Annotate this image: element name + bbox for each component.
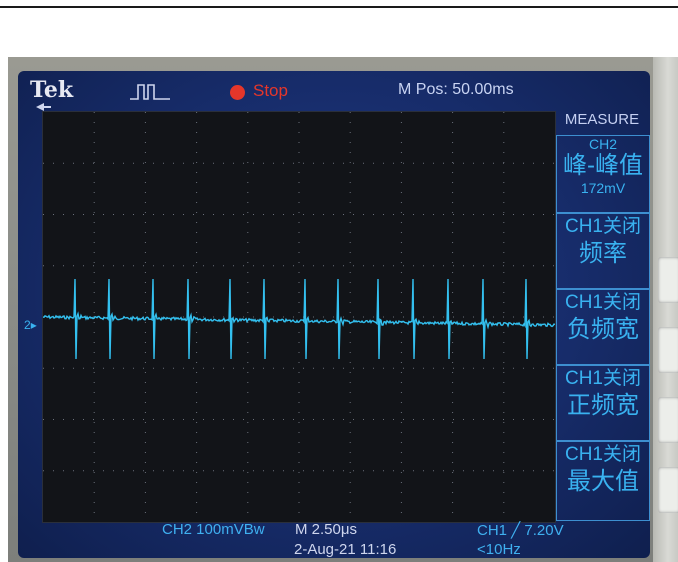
measure-item-channel: CH1关闭 (564, 368, 641, 389)
waveform-display (42, 112, 556, 522)
measure-item-1[interactable]: CH2 峰-峰值 172mV (556, 135, 650, 213)
oscilloscope-photo: Tek Stop M Pos: 50.00ms 2▸ MEASURE CH2 峰… (8, 57, 678, 562)
side-button-2[interactable] (658, 327, 678, 373)
measure-item-label: 正频宽 (567, 392, 639, 419)
trigger-level: CH1 ╱ 7.20V (477, 522, 564, 539)
channel-marker-label: 2 (24, 318, 31, 332)
date-time: 2-Aug-21 11:16 (294, 541, 397, 558)
ch2-scale: CH2 100mVBw (162, 521, 265, 538)
measure-item-5[interactable]: CH1关闭 最大值 (556, 441, 650, 521)
trigger-frequency: <10Hz (477, 541, 521, 558)
waveform-graticule (42, 111, 556, 523)
measure-item-3[interactable]: CH1关闭 负频宽 (556, 289, 650, 365)
graticule-grid (43, 112, 555, 522)
top-rule (0, 6, 678, 8)
measure-item-label: 最大值 (567, 468, 639, 495)
measure-item-2[interactable]: CH1关闭 频率 (556, 213, 650, 289)
scope-screen: Tek Stop M Pos: 50.00ms 2▸ MEASURE CH2 峰… (18, 71, 650, 558)
measure-item-4[interactable]: CH1关闭 正频宽 (556, 365, 650, 441)
measure-item-channel: CH2 (588, 136, 617, 152)
measure-item-channel: CH1关闭 (564, 292, 641, 313)
timebase: M 2.50μs (295, 521, 357, 538)
menu-title: MEASURE (564, 111, 640, 128)
measure-item-label: 负频宽 (567, 316, 639, 343)
measure-item-channel: CH1关闭 (564, 444, 641, 465)
ch2-trace (42, 278, 556, 360)
measure-item-value: 172mV (580, 180, 626, 196)
side-button-1[interactable] (658, 257, 678, 303)
measure-item-label: 频率 (579, 240, 627, 267)
measure-item-channel: CH1关闭 (564, 216, 641, 237)
arrow-left-icon (36, 103, 51, 111)
pulse-icon (130, 84, 170, 100)
run-state: Stop (253, 81, 288, 100)
stop-indicator-icon (230, 85, 245, 100)
horizontal-position: M Pos: 50.00ms (398, 81, 514, 98)
side-button-3[interactable] (658, 397, 678, 443)
brand-logo: Tek (30, 77, 74, 103)
side-button-4[interactable] (658, 467, 678, 513)
channel-marker: 2▸ (24, 318, 37, 332)
measure-menu: MEASURE CH2 峰-峰值 172mV CH1关闭 频率 CH1关闭 负频… (554, 111, 650, 521)
measure-item-label: 峰-峰值 (563, 152, 643, 179)
